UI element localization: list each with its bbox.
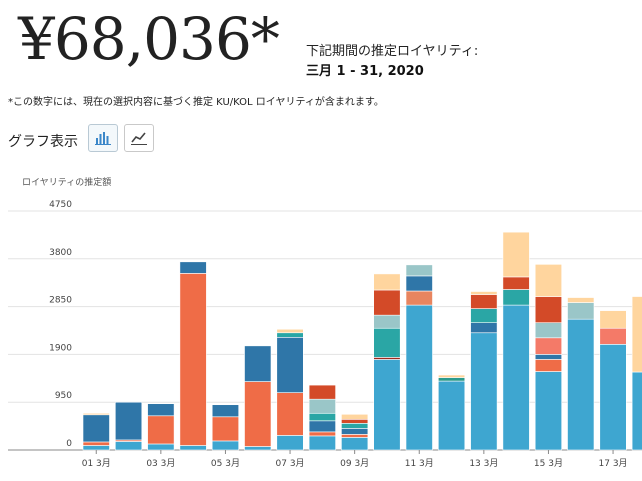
bar-segment [534,359,563,372]
bar-segment [276,328,304,334]
bar-segment [276,392,304,436]
x-tick-label: 07 3月 [276,458,305,469]
bar-segment [276,336,304,393]
bar-segment [244,345,272,382]
bar-segment [211,404,239,418]
y-axis-title: ロイヤリティの推定額 [22,178,112,188]
bar-segment [341,434,369,438]
bar-segment [502,276,530,290]
bar-segment [567,297,595,303]
footnote: *この数字には、現在の選択内容に基づく推定 KU/KOL ロイヤリティが含まれま… [8,97,384,108]
bar-segment [82,441,110,446]
bar-segment [567,318,595,451]
bar-segment [405,304,433,451]
bar-segment [534,371,563,451]
graph-view-label: グラフ表示 [8,134,78,150]
y-tick-label: 1900 [49,343,72,353]
period-label: 下記期間の推定ロイヤリティ: [306,44,479,59]
bar-segment [502,289,530,306]
bar-segment [373,289,401,316]
bar-segment [341,413,369,420]
bar-segment [567,302,595,320]
x-tick-label: 09 3月 [340,458,369,469]
period-value: 三月 1 - 31, 2020 [306,64,424,79]
bar-segment [115,401,143,441]
bar-segment [373,273,401,291]
bar-segment [308,398,336,414]
y-tick-label: 0 [66,439,72,449]
bar-segment [341,428,369,435]
bar-segment [502,304,530,451]
bar-segment [470,332,498,451]
bar-segment [631,296,642,373]
x-tick-label: 03 3月 [146,458,175,469]
bar-segment [147,443,175,451]
y-tick-label: 950 [55,391,72,401]
bar-segment [470,291,498,295]
bar-segment [534,296,563,324]
bar-segment [373,359,401,451]
x-tick-label: 01 3月 [82,458,111,469]
bar-segment [599,344,627,451]
x-tick-label: 13 3月 [469,458,498,469]
x-tick-label: 17 3月 [599,458,628,469]
bar-segment [82,414,110,443]
bar-segment [115,441,143,451]
bar-segment [534,354,563,360]
bar-segment [308,431,336,437]
y-tick-label: 2850 [49,296,72,306]
bar-segment [437,374,466,378]
bar-segment [437,380,466,451]
x-tick-label: 05 3月 [211,458,240,469]
bar-segment [341,423,369,429]
bar-segment [437,377,466,382]
x-tick-label: 15 3月 [534,458,563,469]
bar-segment [82,412,110,416]
bar-segment [244,381,272,447]
bar-segment [373,357,401,360]
bar-segment [179,261,207,274]
y-tick-label: 4750 [49,200,72,210]
bar-chart-button[interactable] [88,124,118,152]
bar-segment [147,403,175,417]
bar-segment [244,446,272,451]
bar-segment [147,415,175,445]
bar-segment [470,294,498,309]
bar-segment [179,273,207,446]
bar-segment [308,412,336,422]
bar-segment [341,419,369,424]
bar-segment [308,435,336,451]
bar-segment [405,264,433,277]
bar-segment [534,337,563,355]
bar-segment [534,264,563,297]
bar-segment [470,322,498,334]
bar-segment [308,420,336,433]
bar-segment [211,416,239,442]
bar-segment [470,308,498,324]
y-tick-label: 3800 [49,248,72,258]
bar-segment [502,231,530,278]
bar-segment [631,371,642,451]
bar-segment [599,310,627,329]
bar-segment [211,440,239,451]
x-tick-label: 11 3月 [405,458,434,469]
bar-segment [534,322,563,339]
bar-segment [276,332,304,338]
bar-segment [308,384,336,400]
bar-segment [373,314,401,329]
bar-segment [405,275,433,292]
bar-segment [179,445,207,451]
total-royalty-amount: ¥68,036* [18,5,280,73]
bar-segment [405,290,433,306]
bar-segment [373,327,401,358]
bar-segment [341,437,369,451]
line-chart-button[interactable] [124,124,154,152]
bar-segment [599,327,627,345]
bar-chart-icon [95,132,111,145]
line-chart-icon [131,132,147,145]
bar-segment [276,435,304,451]
bar-segment [82,445,110,451]
royalty-chart: 0 950 1900 2850 3800 4750 01 3月 03 3月 05 3月 07 3月… [8,200,642,469]
